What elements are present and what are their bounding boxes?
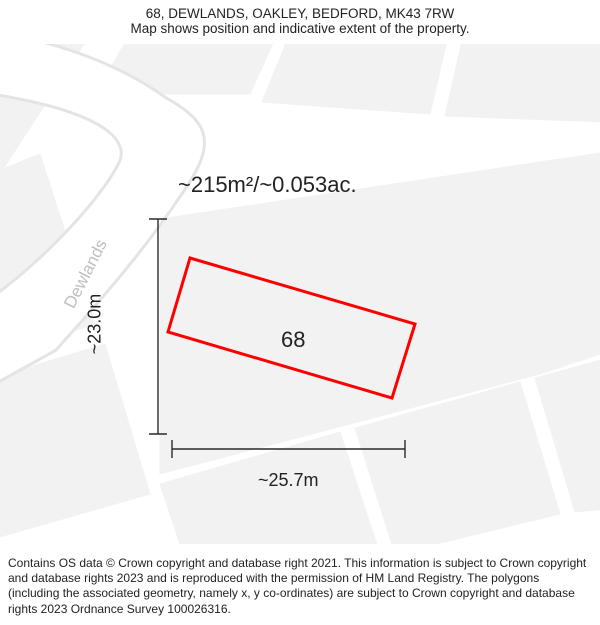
copyright-footer: Contains OS data © Crown copyright and d… [0,550,600,625]
page-title: 68, DEWLANDS, OAKLEY, BEDFORD, MK43 7RW [10,6,590,21]
background-plot [445,44,600,124]
house-number-label: 68 [281,327,305,353]
background-plot [262,44,460,114]
horizontal-dimension-label: ~25.7m [258,470,319,491]
vertical-dimension-label: ~23.0m [85,294,106,355]
area-measurement-label: ~215m²/~0.053ac. [178,172,357,198]
header: 68, DEWLANDS, OAKLEY, BEDFORD, MK43 7RW … [0,0,600,38]
map-area: Dewlands ~215m²/~0.053ac. ~23.0m ~25.7m … [0,44,600,544]
page-subtitle: Map shows position and indicative extent… [10,21,590,36]
